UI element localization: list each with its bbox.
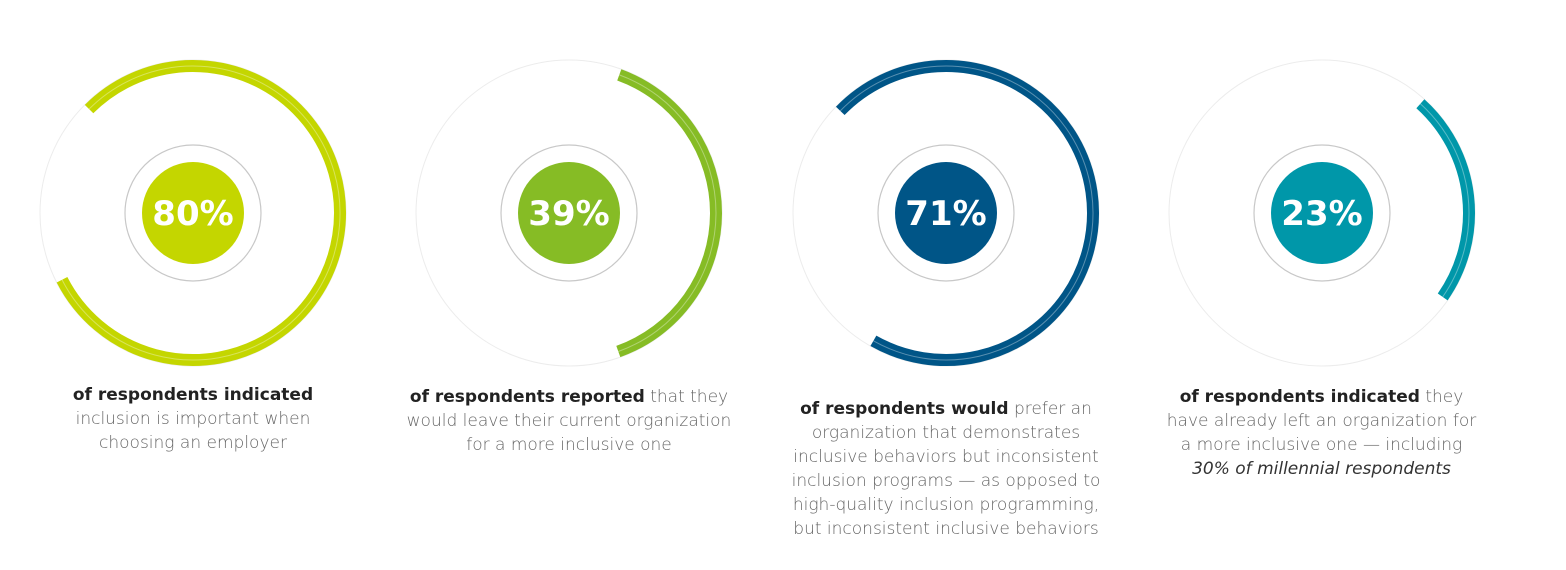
value-disc	[142, 162, 244, 264]
progress-arc	[616, 69, 722, 358]
caption-2: of respondents reported that they would …	[406, 387, 732, 455]
value-disc	[518, 162, 620, 264]
progress-arc	[56, 60, 346, 366]
caption-3: of respondents would prefer an organizat…	[791, 399, 1101, 539]
percent-label: 71%	[905, 194, 986, 234]
percent-label: 23%	[1281, 194, 1362, 234]
caption-1: of respondents indicated inclusion is imp…	[72, 385, 314, 453]
arc-highlight	[618, 74, 717, 352]
value-disc	[895, 162, 997, 264]
arc-highlight	[61, 65, 341, 361]
arc-highlight	[839, 65, 1094, 361]
value-disc	[1271, 162, 1373, 264]
arc-highlight	[1420, 103, 1470, 298]
progress-arc	[1416, 99, 1475, 301]
caption-4: of respondents indicated they have alrea…	[1166, 387, 1477, 479]
percent-label: 39%	[528, 194, 609, 234]
percent-label: 80%	[152, 194, 233, 234]
progress-arc	[835, 60, 1099, 366]
